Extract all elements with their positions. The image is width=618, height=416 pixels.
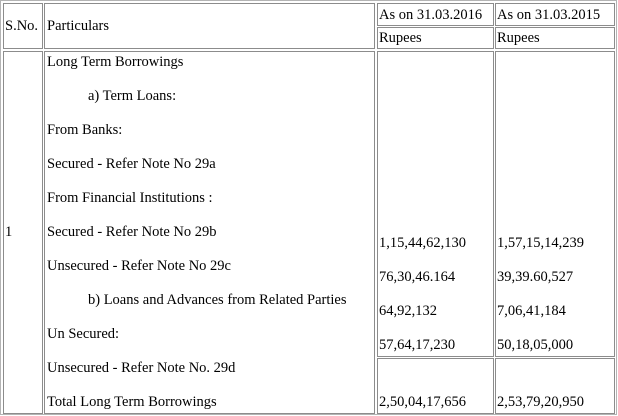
particulars-total-label: Total Long Term Borrowings [47, 394, 217, 410]
unit-2016: Rupees [379, 30, 422, 46]
value-2016: 76,30,46.164 [379, 269, 456, 285]
value-2016: 1,15,44,62,130 [379, 235, 466, 251]
row-sno-cell: 1 [3, 51, 43, 414]
total-2015-cell: 2,53,79,20,950 [495, 358, 615, 414]
header-sno: S.No. [5, 18, 39, 34]
unit-2015-cell: Rupees [495, 27, 615, 49]
total-2016: 2,50,04,17,656 [379, 394, 466, 410]
value-2015: 1,57,15,14,239 [497, 235, 584, 251]
unit-2016-cell: Rupees [377, 27, 494, 49]
particulars-cell: Long Term Borrowings a) Term Loans: From… [44, 51, 375, 414]
particulars-line: b) Loans and Advances from Related Parti… [88, 292, 347, 308]
unit-2015: Rupees [497, 30, 540, 46]
particulars-line: Secured - Refer Note No 29a [47, 156, 216, 172]
value-2015: 39,39.60,527 [497, 269, 574, 285]
particulars-line: Secured - Refer Note No 29b [47, 224, 217, 240]
total-2016-cell: 2,50,04,17,656 [377, 358, 494, 414]
values-2015-cell: 1,57,15,14,239 39,39.60,527 7,06,41,184 … [495, 51, 615, 357]
particulars-line: a) Term Loans: [88, 88, 177, 104]
header-2016-cell: As on 31.03.2016 [377, 3, 494, 26]
value-2015: 50,18,05,000 [497, 337, 574, 353]
particulars-line: Un Secured: [47, 326, 120, 342]
particulars-line: Unsecured - Refer Note No. 29d [47, 360, 236, 376]
total-2015: 2,53,79,20,950 [497, 394, 584, 410]
header-2015: As on 31.03.2015 [497, 7, 601, 23]
header-2016: As on 31.03.2016 [379, 7, 483, 23]
particulars-line: From Financial Institutions : [47, 190, 213, 206]
particulars-line: From Banks: [47, 122, 123, 138]
row-sno: 1 [5, 224, 13, 240]
header-2015-cell: As on 31.03.2015 [495, 3, 615, 26]
header-sno-cell: S.No. [3, 3, 43, 49]
header-particulars-cell: Particulars [44, 3, 375, 49]
values-2016-cell: 1,15,44,62,130 76,30,46.164 64,92,132 57… [377, 51, 494, 357]
value-2016: 57,64,17,230 [379, 337, 456, 353]
particulars-line: Unsecured - Refer Note No 29c [47, 258, 231, 274]
header-particulars: Particulars [47, 18, 110, 34]
particulars-line: Long Term Borrowings [47, 54, 184, 70]
value-2015: 7,06,41,184 [497, 303, 566, 319]
value-2016: 64,92,132 [379, 303, 437, 319]
